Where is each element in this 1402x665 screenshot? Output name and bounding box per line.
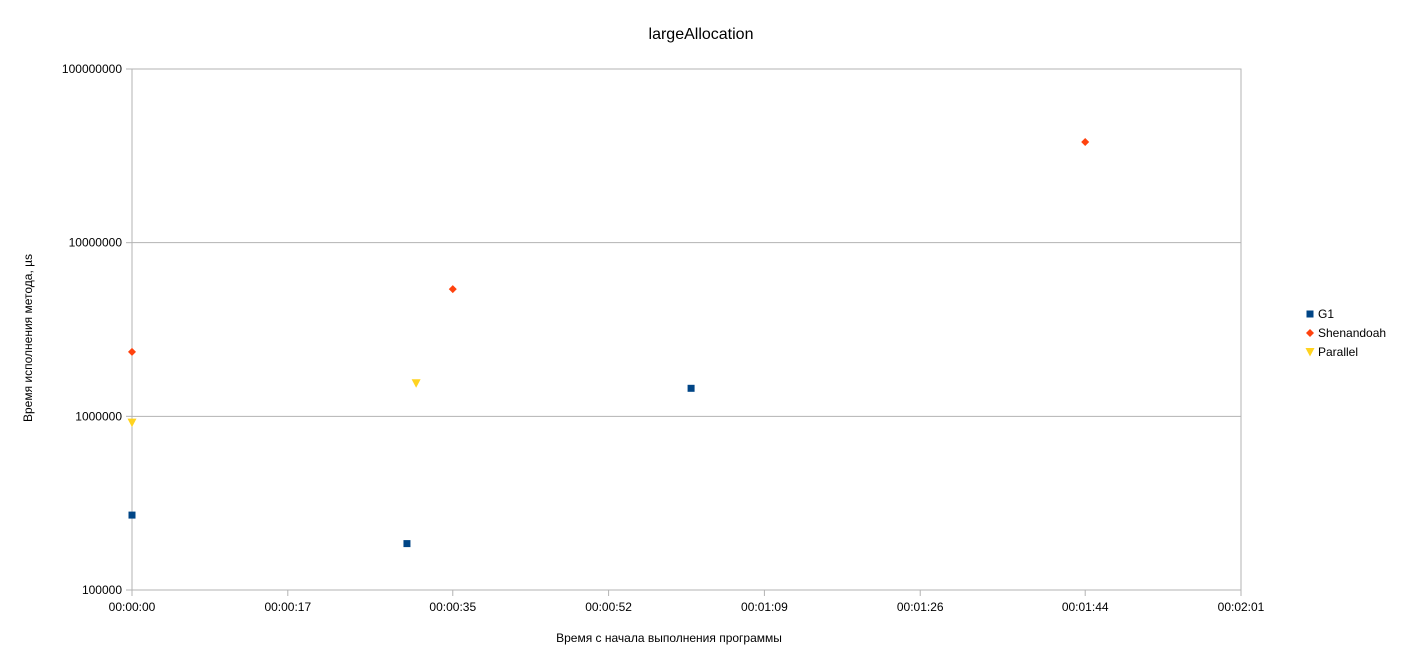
x-tick-label: 00:00:17 xyxy=(264,600,311,614)
series-g1 xyxy=(128,384,695,548)
y-axis-label: Время исполнения метода, µs xyxy=(21,254,35,422)
legend-label: Parallel xyxy=(1318,345,1358,359)
chart-title: largeAllocation xyxy=(649,26,754,43)
x-tick-label: 00:00:52 xyxy=(585,600,632,614)
data-point xyxy=(411,379,421,388)
series-parallel xyxy=(127,379,421,428)
legend-item: Parallel xyxy=(1305,345,1358,359)
legend-label: G1 xyxy=(1318,307,1334,321)
legend-marker xyxy=(1305,348,1315,357)
grid xyxy=(132,68,1241,591)
data-points xyxy=(127,137,1090,548)
x-tick-label: 00:00:35 xyxy=(429,600,476,614)
data-point xyxy=(127,418,137,428)
legend-label: Shenandoah xyxy=(1318,326,1386,340)
y-tick-label: 10000000 xyxy=(69,236,123,250)
legend-marker xyxy=(1306,329,1314,337)
x-tick-label: 00:01:44 xyxy=(1062,600,1109,614)
y-tick-label: 100000000 xyxy=(62,62,122,76)
y-tick-label: 100000 xyxy=(82,583,122,597)
x-tick-label: 00:01:26 xyxy=(897,600,944,614)
x-tick-label: 00:00:00 xyxy=(109,600,156,614)
plot-area xyxy=(131,68,1242,591)
data-point xyxy=(128,511,136,519)
y-tick-label: 1000000 xyxy=(75,409,122,423)
legend-item: Shenandoah xyxy=(1306,326,1386,340)
series-shenandoah xyxy=(128,137,1090,356)
data-point xyxy=(448,285,457,294)
legend-marker xyxy=(1306,310,1314,318)
data-point xyxy=(1081,137,1090,146)
legend: G1 Shenandoah Parallel xyxy=(1305,307,1386,359)
x-tick-label: 00:02:01 xyxy=(1218,600,1265,614)
data-point xyxy=(687,384,695,392)
data-point xyxy=(403,540,411,548)
data-point xyxy=(128,347,136,356)
legend-item: G1 xyxy=(1306,307,1334,321)
x-tick-label: 00:01:09 xyxy=(741,600,788,614)
x-axis-label: Время с начала выполнения программы xyxy=(556,631,782,645)
y-axis: 100000 1000000 10000000 100000000 xyxy=(62,62,132,597)
x-axis: 00:00:00 00:00:17 00:00:35 00:00:52 00:01:09… xyxy=(109,590,1265,614)
